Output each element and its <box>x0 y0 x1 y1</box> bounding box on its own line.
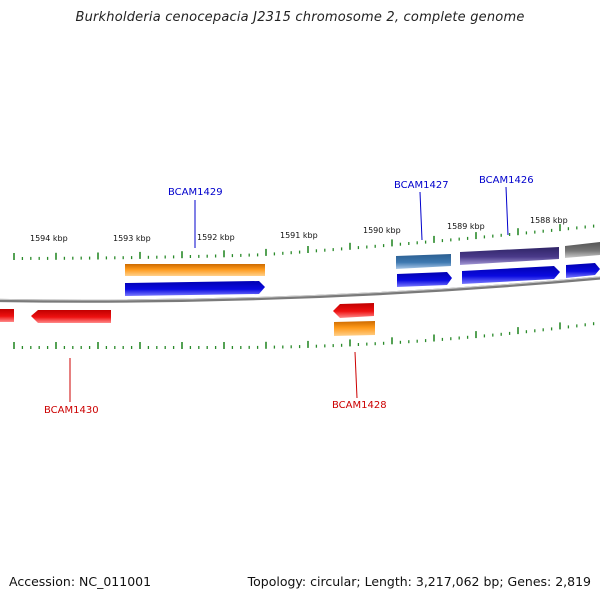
chromosome-backbone-highlight <box>0 276 600 301</box>
page-title: Burkholderia cenocepacia J2315 chromosom… <box>75 10 525 25</box>
label-connector-bcam1426 <box>505 186 509 236</box>
gene-label-bcam1426[interactable]: BCAM1426 <box>479 175 534 186</box>
top-tick-row <box>13 224 595 260</box>
label-connector-bcam1428 <box>354 351 358 399</box>
gene-left-edge-red <box>0 309 14 322</box>
topology-label: Topology: circular; Length: 3,217,062 bp… <box>247 574 591 589</box>
scale-label-1592: 1592 kbp <box>197 233 235 242</box>
gene-bcam1429-lower[interactable] <box>125 281 265 296</box>
gene-bcam1429-upper[interactable] <box>125 264 265 276</box>
bottom-tick-row <box>13 322 595 349</box>
gene-bcam1428-red[interactable] <box>333 303 374 318</box>
scale-label-1590: 1590 kbp <box>363 226 401 235</box>
scale-label-1591: 1591 kbp <box>280 231 318 240</box>
gene-bcam1428-orange[interactable] <box>334 321 375 336</box>
accession-label: Accession: NC_011001 <box>9 574 152 589</box>
scale-label-1594: 1594 kbp <box>30 234 68 243</box>
label-connector-bcam1427 <box>419 191 423 241</box>
gene-label-bcam1428[interactable]: BCAM1428 <box>332 400 387 411</box>
gene-bcam1426-lower[interactable] <box>462 266 560 284</box>
scale-label-1588: 1588 kbp <box>530 216 568 225</box>
gene-label-bcam1429[interactable]: BCAM1429 <box>168 187 223 198</box>
gene-bcam1427-lower[interactable] <box>397 272 452 287</box>
gene-right-edge-gray <box>565 242 600 258</box>
scale-label-1589: 1589 kbp <box>447 222 485 231</box>
scale-label-1593: 1593 kbp <box>113 234 151 243</box>
chromosome-backbone <box>0 276 600 303</box>
gene-label-bcam1430[interactable]: BCAM1430 <box>44 405 99 416</box>
gene-bcam1426-upper[interactable] <box>460 247 559 265</box>
gene-bcam1427-upper[interactable] <box>396 254 451 269</box>
gene-bcam1430[interactable] <box>31 310 111 323</box>
gene-right-edge-blue <box>566 263 600 278</box>
gene-label-bcam1427[interactable]: BCAM1427 <box>394 180 449 191</box>
